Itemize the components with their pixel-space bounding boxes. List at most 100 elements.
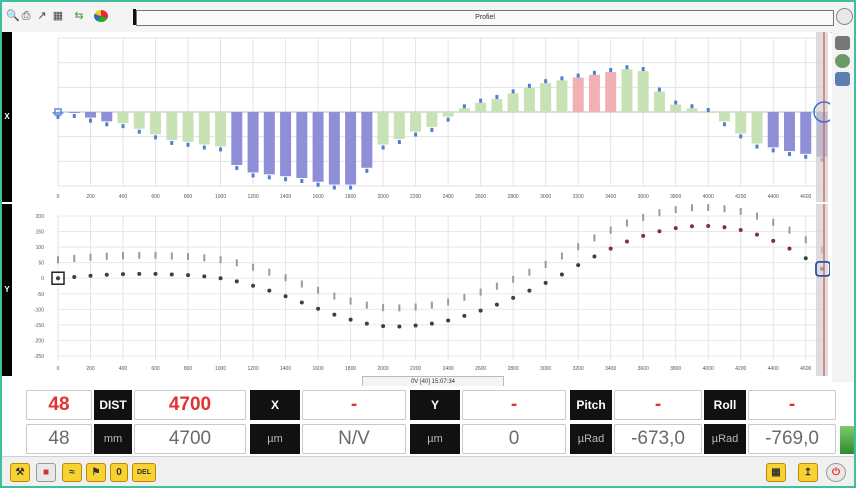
sensor-icon[interactable] [835, 36, 850, 50]
bar [215, 112, 227, 147]
x-tick-label: 3600 [638, 194, 649, 200]
bar [637, 71, 649, 112]
bar-marker [267, 175, 271, 180]
bar [52, 112, 64, 114]
data-point [202, 274, 207, 279]
x-tick-label: 1600 [313, 194, 324, 200]
data-point [72, 274, 77, 279]
y-tick-label: 50 [38, 261, 44, 267]
options-button[interactable] [836, 8, 853, 25]
color-icon[interactable] [94, 10, 108, 22]
tolerance-marker [560, 252, 563, 260]
data-point [234, 279, 239, 284]
bar [85, 112, 97, 118]
dist-current: 4700 [134, 390, 246, 420]
data-point [624, 239, 629, 244]
x-tick-label: 2000 [378, 194, 389, 200]
bar [182, 112, 194, 142]
data-point [787, 246, 792, 251]
pitch-current: - [614, 390, 702, 420]
bar-marker [105, 122, 109, 127]
data-point [397, 324, 402, 329]
tolerance-marker [349, 297, 352, 305]
tolerance-marker [674, 206, 677, 214]
globe-icon[interactable] [835, 54, 850, 68]
bar-marker [739, 134, 743, 139]
zero-button[interactable]: 0 [110, 463, 128, 482]
bar [670, 104, 682, 112]
roll-header: Roll [704, 390, 746, 420]
bar-marker [674, 100, 678, 105]
data-point [754, 232, 759, 237]
x-tick-label: 4000 [703, 366, 714, 372]
bar-marker [722, 122, 726, 127]
data-point [364, 321, 369, 326]
zoom-icon[interactable]: 🔍 [6, 10, 20, 22]
tolerance-marker [414, 303, 417, 311]
y-tick-label: 0 [41, 276, 44, 282]
swap-icon[interactable]: ⇆ [74, 10, 84, 22]
wave-icon[interactable]: ≈ [62, 463, 82, 482]
tolerance-marker [642, 213, 645, 221]
data-point [153, 271, 158, 276]
data-point [592, 254, 597, 259]
tolerance-marker [235, 259, 238, 267]
readout-panel: 48 DIST 4700 X - Y - Pitch - Roll - 48 m… [2, 386, 854, 456]
side-handle[interactable] [840, 426, 854, 454]
table-icon[interactable]: ▦ [52, 10, 64, 22]
tolerance-marker [804, 236, 807, 244]
data-point [56, 276, 60, 281]
bar [751, 112, 763, 144]
data-point [121, 272, 126, 277]
data-point [641, 233, 646, 238]
bar [475, 102, 487, 112]
bar-marker [332, 185, 336, 190]
y-profile-panel[interactable]: 200 150 100 50 0 -50 -100 -150 -200 -250 0 200 400 60… [12, 203, 831, 376]
bar [410, 112, 422, 132]
data-point [332, 312, 337, 317]
wrench-icon[interactable]: ⚒ [10, 463, 30, 482]
marker-icon[interactable]: ⚑ [86, 463, 106, 482]
bar-marker [121, 124, 125, 129]
tolerance-marker [577, 243, 580, 251]
camera-icon[interactable] [835, 72, 850, 86]
bar [68, 112, 80, 113]
data-point [478, 308, 483, 313]
bar-marker [690, 104, 694, 109]
pitch-unit: µRad [570, 424, 612, 454]
tolerance-marker [73, 254, 76, 262]
y-axis-side-label: Y [2, 204, 12, 376]
delete-button[interactable]: DEL [132, 463, 156, 482]
bar-marker [219, 147, 223, 152]
tolerance-marker [625, 219, 628, 227]
count-saved: 48 [26, 424, 92, 454]
y-tick-label: 150 [36, 230, 45, 236]
x-profile-chart[interactable]: 0 200 400 600 800 1000 1200 1400 1600 1800 2000 220… [12, 32, 835, 202]
bar [507, 93, 519, 112]
x-tick-label: 400 [119, 366, 128, 372]
x-profile-panel[interactable]: 0 200 400 600 800 1000 1200 1400 1600 1800 2000 220… [12, 32, 835, 202]
data-point [137, 271, 142, 276]
bar [800, 112, 812, 154]
data-point [104, 272, 109, 277]
window-title: Profiel [136, 10, 834, 26]
data-point [803, 256, 808, 261]
bar-marker [56, 114, 60, 119]
chart-settings-icon[interactable]: ↗ [37, 10, 47, 22]
stop-icon[interactable]: ■ [36, 463, 56, 482]
bar-marker [641, 67, 645, 72]
y-profile-chart[interactable]: 200 150 100 50 0 -50 -100 -150 -200 -250 0 200 400 60… [12, 203, 831, 376]
bar-marker [381, 145, 385, 150]
bar-marker [89, 118, 93, 123]
export-icon[interactable]: ↥ [798, 463, 818, 482]
data-point [576, 263, 581, 268]
bar [783, 112, 795, 152]
power-icon[interactable]: ⏻ [826, 463, 846, 482]
x-tick-label: 2400 [443, 366, 454, 372]
print-icon[interactable]: ⎙ [21, 10, 31, 22]
data-point [543, 280, 548, 285]
bar [133, 112, 145, 129]
y-saved: 0 [462, 424, 566, 454]
data-point [689, 224, 694, 229]
report-icon[interactable]: ▦ [766, 463, 786, 482]
